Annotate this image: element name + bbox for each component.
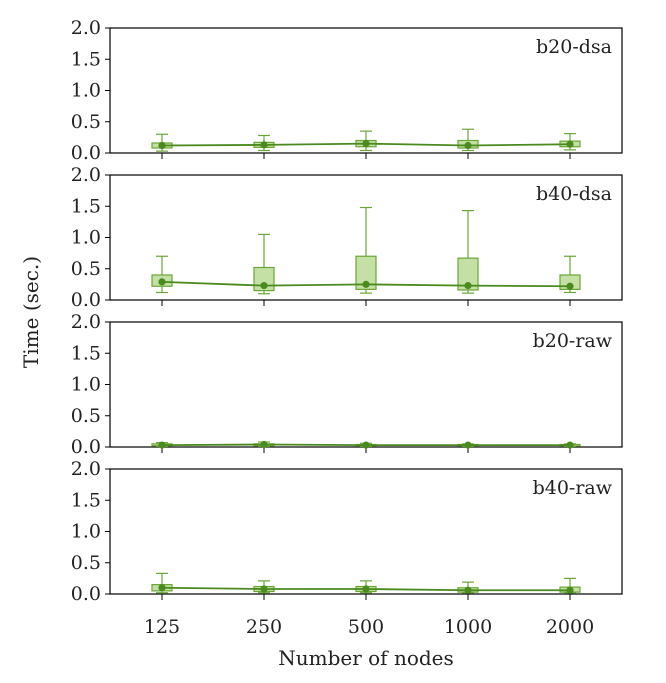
y-tick-label: 1.0 [71, 374, 101, 396]
y-tick-label: 1.5 [71, 342, 101, 364]
x-tick-label: 250 [246, 616, 282, 638]
panel-label: b40-dsa [536, 183, 612, 205]
x-tick-label: 1000 [444, 616, 492, 638]
y-tick-label: 1.5 [71, 489, 101, 511]
median-point [362, 585, 370, 593]
y-tick-label: 0.0 [71, 436, 101, 458]
y-tick-label: 0.5 [71, 405, 101, 427]
y-tick-label: 2.0 [71, 458, 101, 480]
median-point [158, 278, 166, 286]
y-tick-label: 1.0 [71, 227, 101, 249]
y-tick-label: 2.0 [71, 164, 101, 186]
y-axis-title: Time (sec.) [19, 256, 43, 368]
median-point [158, 141, 166, 150]
x-tick-label: 500 [348, 616, 384, 638]
y-tick-label: 2.0 [71, 311, 101, 333]
median-point [260, 282, 268, 290]
y-tick-label: 0.0 [71, 289, 101, 311]
y-tick-label: 0.0 [71, 583, 101, 605]
median-point [158, 584, 166, 592]
y-tick-label: 0.5 [71, 258, 101, 280]
y-tick-label: 0.5 [71, 111, 101, 133]
box [355, 255, 377, 290]
y-tick-label: 0.5 [71, 552, 101, 574]
median-point [464, 441, 472, 449]
x-axis-title: Number of nodes [278, 646, 454, 670]
median-point [566, 586, 574, 594]
panel-b20-dsa: 0.0 0.5 1.0 1.5 2.0 b20-dsa [71, 17, 623, 164]
panel-label: b20-dsa [536, 36, 612, 58]
panel-label: b20-raw [533, 330, 613, 352]
median-point [362, 140, 370, 148]
y-tick-label: 1.0 [71, 80, 101, 102]
panels-group: 0.0 0.5 1.0 1.5 2.0 b20-dsa 0.0 0.5 1.0 1.5 2.0 b40… [71, 17, 623, 605]
y-tick-label: 2.0 [71, 17, 101, 39]
median-point [260, 141, 268, 149]
median-point [566, 140, 574, 148]
panel-label: b40-raw [533, 477, 613, 499]
y-tick-label: 1.5 [71, 195, 101, 217]
median-point [260, 440, 268, 449]
median-point [464, 141, 472, 150]
y-tick-label: 1.0 [71, 521, 101, 543]
median-point [566, 441, 574, 449]
median-point [464, 586, 472, 594]
median-point [158, 441, 166, 449]
median-point [362, 441, 370, 449]
median-point [566, 282, 574, 290]
box [457, 257, 479, 291]
panel-b40-raw: 0.0 0.5 1.0 1.5 2.0 b40-raw [71, 458, 623, 605]
median-point [464, 282, 472, 290]
panel-b20-raw: 0.0 0.5 1.0 1.5 2.0 b20-raw [71, 311, 623, 458]
panel-b40-dsa: 0.0 0.5 1.0 1.5 2.0 b40-dsa [71, 164, 623, 311]
y-tick-label: 1.5 [71, 48, 101, 70]
y-tick-label: 0.0 [71, 142, 101, 164]
x-tick-labels: 125 250 500 1000 2000 [144, 616, 594, 638]
x-tick-label: 2000 [546, 616, 594, 638]
median-point [260, 585, 268, 593]
median-point [362, 280, 370, 288]
x-tick-label: 125 [144, 616, 180, 638]
